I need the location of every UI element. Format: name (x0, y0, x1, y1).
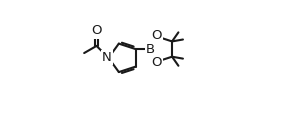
Text: O: O (152, 57, 162, 70)
Text: N: N (102, 51, 112, 64)
Text: B: B (146, 43, 155, 56)
Text: O: O (91, 24, 102, 37)
Text: O: O (152, 29, 162, 42)
